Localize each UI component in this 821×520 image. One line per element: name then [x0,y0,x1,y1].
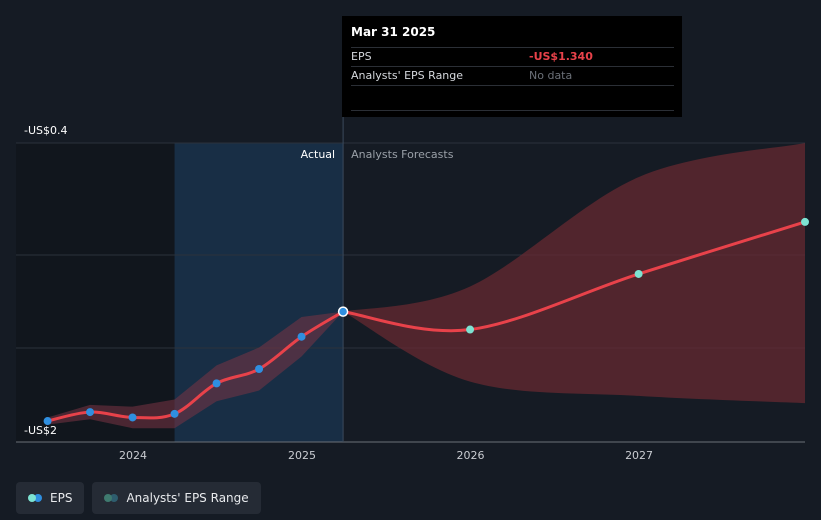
tooltip: Mar 31 2025 EPS -US$1.340 Analysts' EPS … [342,16,682,117]
eps-range-legend-icon [104,494,119,502]
x-tick-label: 2026 [457,449,485,462]
tooltip-range-row: Analysts' EPS Range No data [351,66,674,85]
actual-eps-band [47,311,344,429]
eps-forecast-point[interactable] [466,325,475,334]
x-tick-label: 2025 [288,449,316,462]
eps-legend-icon [28,494,42,502]
y-tick-label: -US$2 [24,424,57,437]
legend-eps-label: EPS [50,491,73,505]
eps-actual-point[interactable] [43,417,52,426]
eps-actual-point[interactable] [128,413,137,422]
eps-actual-point[interactable] [255,365,264,374]
eps-actual-point[interactable] [86,408,95,417]
eps-forecast-point[interactable] [801,217,809,226]
tooltip-eps-value: -US$1.340 [529,50,593,63]
actual-label: Actual [301,148,335,161]
tooltip-range-value: No data [529,69,573,82]
tooltip-eps-label: EPS [351,50,372,63]
tooltip-range-label: Analysts' EPS Range [351,69,464,82]
past-period-shade [16,143,175,442]
eps-actual-point[interactable] [170,409,179,418]
x-tick-label: 2027 [625,449,653,462]
x-tick-label: 2024 [119,449,147,462]
legend: EPS Analysts' EPS Range [16,482,261,514]
y-tick-label: -US$0.4 [24,124,68,137]
tooltip-divider [351,110,674,111]
forecast-label: Analysts Forecasts [351,148,454,161]
tooltip-spacer [351,85,674,110]
tooltip-date: Mar 31 2025 [351,25,436,39]
eps-actual-point[interactable] [337,306,349,317]
eps-forecast-point[interactable] [634,269,643,278]
tooltip-eps-row: EPS -US$1.340 [351,47,674,66]
forecast-eps-range-band [343,143,805,404]
eps-actual-point[interactable] [212,379,221,388]
legend-range-label: Analysts' EPS Range [126,491,249,505]
legend-eps-range[interactable]: Analysts' EPS Range [92,482,261,514]
eps-actual-point[interactable] [297,332,306,341]
legend-eps[interactable]: EPS [16,482,85,514]
